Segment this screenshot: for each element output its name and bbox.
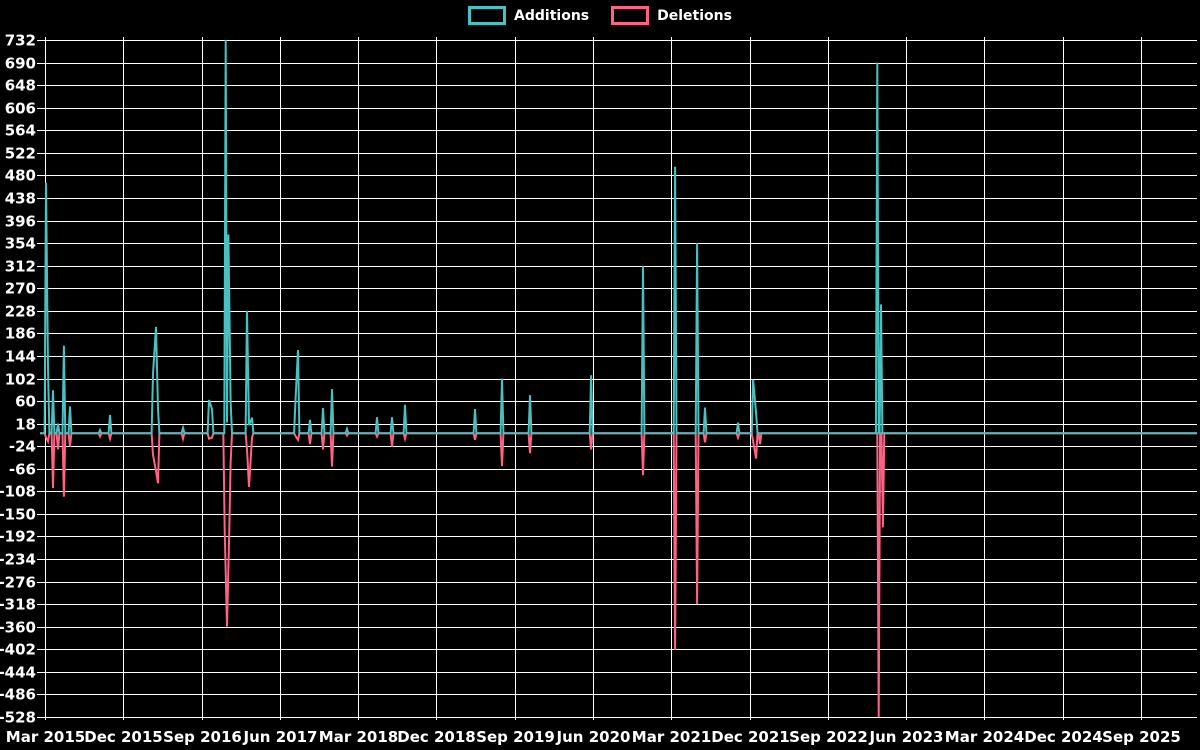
deletions-line xyxy=(40,432,1197,718)
x-axis-tick-label: Mar 2018 xyxy=(319,728,398,746)
y-axis-tick-label: -234 xyxy=(0,551,36,569)
x-axis-tick-label: Dec 2018 xyxy=(397,728,476,746)
gridlines xyxy=(37,37,1197,720)
y-axis-tick-label: 690 xyxy=(5,55,36,73)
y-axis-tick-label: 480 xyxy=(5,167,36,185)
y-axis-tick-label: 396 xyxy=(5,213,36,231)
x-axis-tick-label: Dec 2024 xyxy=(1024,728,1103,746)
y-axis-tick-label: 186 xyxy=(5,325,36,343)
x-axis-tick-label: Mar 2021 xyxy=(632,728,711,746)
y-axis-tick-label: -66 xyxy=(9,461,36,479)
y-axis-tick-label: 438 xyxy=(5,190,36,208)
y-axis-tick-label: -192 xyxy=(0,528,36,546)
y-axis-tick-label: -318 xyxy=(0,596,36,614)
y-axis-tick-label: 18 xyxy=(15,416,36,434)
y-axis-tick-label: -360 xyxy=(0,619,36,637)
y-axis-tick-label: 732 xyxy=(5,32,36,50)
legend-label-additions: Additions xyxy=(514,7,590,24)
x-axis-tick-label: Sep 2022 xyxy=(789,728,868,746)
legend-item-additions[interactable]: Additions xyxy=(468,6,589,25)
x-axis-tick-label: Dec 2015 xyxy=(84,728,163,746)
x-axis-labels: Mar 2015 Dec 2015 Sep 2016 Jun 2017 Mar 2018… xyxy=(6,728,1181,746)
y-axis-tick-label: -24 xyxy=(9,438,36,456)
deletions-swatch-icon xyxy=(611,6,650,25)
y-axis-tick-label: -402 xyxy=(0,641,36,659)
y-axis-tick-label: -444 xyxy=(0,664,36,682)
x-axis-tick-label: Jun 2020 xyxy=(556,728,631,746)
y-axis-tick-label: 312 xyxy=(5,258,36,276)
y-axis-tick-label: 270 xyxy=(5,280,36,298)
y-axis-tick-label: 648 xyxy=(5,77,36,95)
y-axis-tick-label: 228 xyxy=(5,303,36,321)
x-axis-tick-label: Jun 2023 xyxy=(869,728,944,746)
chart-legend: Additions Deletions xyxy=(0,6,1200,25)
x-axis-tick-label: Mar 2015 xyxy=(6,728,85,746)
y-axis-tick-label: 354 xyxy=(5,235,36,253)
y-axis-tick-label: -108 xyxy=(0,483,36,501)
y-axis-tick-label: 60 xyxy=(15,393,36,411)
y-axis-tick-label: 606 xyxy=(5,100,36,118)
x-axis-tick-label: Sep 2019 xyxy=(476,728,555,746)
y-axis-tick-label: -150 xyxy=(0,506,36,524)
y-axis-tick-label: 144 xyxy=(5,348,36,366)
x-axis-tick-label: Sep 2025 xyxy=(1102,728,1181,746)
y-axis-tick-label: 564 xyxy=(5,122,36,140)
x-axis-tick-label: Jun 2017 xyxy=(243,728,318,746)
y-axis-tick-label: 102 xyxy=(5,371,36,389)
additions-swatch-icon xyxy=(468,6,507,25)
legend-label-deletions: Deletions xyxy=(657,7,732,24)
x-axis-tick-label: Mar 2024 xyxy=(945,728,1024,746)
y-axis-labels: 732 690 648 606 564 522 480 438 396 354 312 270 228 1… xyxy=(0,32,36,727)
y-axis-tick-label: -276 xyxy=(0,574,36,592)
additions-line xyxy=(40,39,1197,435)
x-axis-tick-label: Dec 2021 xyxy=(711,728,790,746)
x-axis-tick-label: Sep 2016 xyxy=(163,728,242,746)
y-axis-tick-label: -528 xyxy=(0,709,36,727)
y-axis-tick-label: 522 xyxy=(5,145,36,163)
legend-item-deletions[interactable]: Deletions xyxy=(611,6,732,25)
y-axis-tick-label: -486 xyxy=(0,686,36,704)
